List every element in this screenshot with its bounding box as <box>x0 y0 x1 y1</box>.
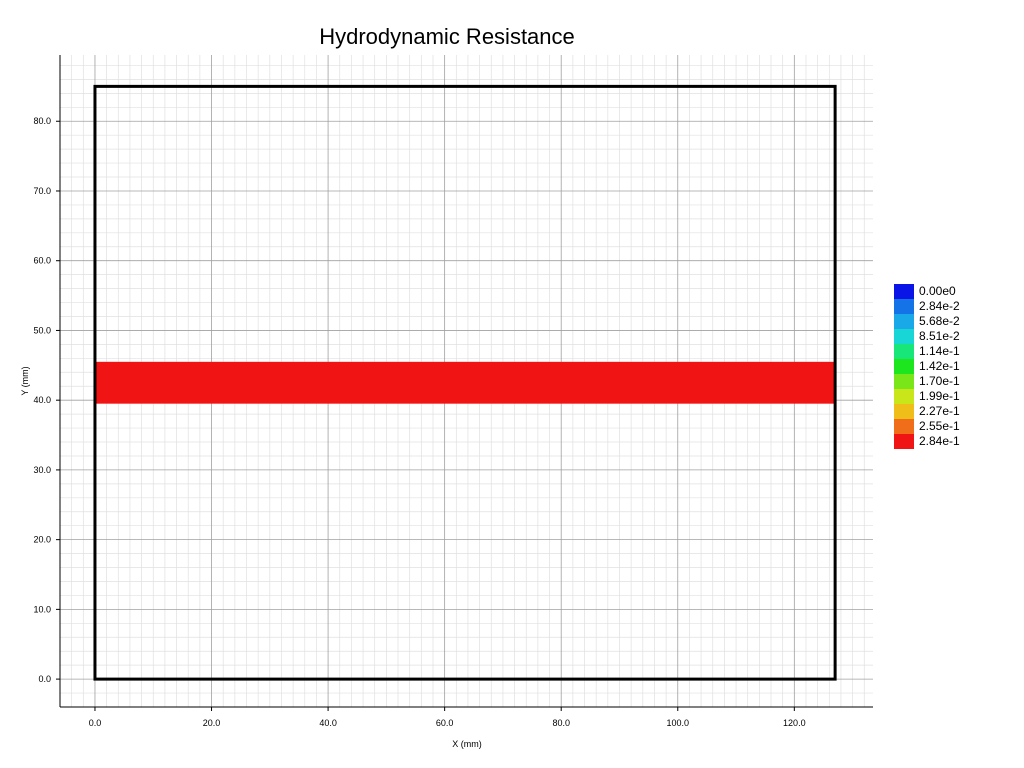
x-axis-label: X (mm) <box>452 739 482 749</box>
y-axis-label: Y (mm) <box>20 366 30 395</box>
x-tick-label: 0.0 <box>89 718 102 728</box>
legend-swatch <box>894 314 914 329</box>
heatmap-regions <box>94 361 836 404</box>
legend-swatch <box>894 299 914 314</box>
x-tick-label: 40.0 <box>319 718 337 728</box>
y-tick-label: 70.0 <box>33 186 51 196</box>
legend-swatch <box>894 434 914 449</box>
legend-label: 1.70e-1 <box>919 374 960 388</box>
chart-title: Hydrodynamic Resistance <box>319 24 575 49</box>
x-tick-label: 120.0 <box>783 718 806 728</box>
heatmap-region <box>94 361 836 404</box>
boundary-outline <box>93 84 837 681</box>
legend-swatch <box>894 374 914 389</box>
legend-label: 2.84e-2 <box>919 299 960 313</box>
legend-label: 0.00e0 <box>919 284 956 298</box>
color-legend: 0.00e02.84e-25.68e-28.51e-21.14e-11.42e-… <box>894 284 960 449</box>
legend-swatch <box>894 389 914 404</box>
x-tick-label: 80.0 <box>552 718 570 728</box>
y-tick-label: 20.0 <box>33 535 51 545</box>
y-tick-label: 30.0 <box>33 465 51 475</box>
legend-swatch <box>894 359 914 374</box>
legend-label: 2.55e-1 <box>919 419 960 433</box>
legend-swatch <box>894 419 914 434</box>
y-tick-label: 80.0 <box>33 116 51 126</box>
y-ticks: 0.0 10.0 20.0 30.0 40.0 50.0 60.0 70.0 80.0 <box>33 116 60 684</box>
x-tick-label: 100.0 <box>666 718 689 728</box>
legend-swatch <box>894 344 914 359</box>
legend-label: 1.99e-1 <box>919 389 960 403</box>
boundary-layer <box>93 84 837 681</box>
legend-label: 5.68e-2 <box>919 314 960 328</box>
y-tick-label: 50.0 <box>33 325 51 335</box>
x-tick-label: 20.0 <box>203 718 221 728</box>
legend-label: 1.14e-1 <box>919 344 960 358</box>
x-tick-label: 60.0 <box>436 718 454 728</box>
y-tick-label: 40.0 <box>33 395 51 405</box>
legend-swatch <box>894 404 914 419</box>
y-tick-label: 0.0 <box>38 674 51 684</box>
legend-swatch <box>894 329 914 344</box>
x-ticks: 0.0 20.0 40.0 60.0 80.0 100.0 120.0 <box>89 707 806 728</box>
legend-label: 1.42e-1 <box>919 359 960 373</box>
y-tick-label: 60.0 <box>33 256 51 266</box>
legend-label: 2.84e-1 <box>919 434 960 448</box>
y-tick-label: 10.0 <box>33 604 51 614</box>
legend-label: 8.51e-2 <box>919 329 960 343</box>
legend-label: 2.27e-1 <box>919 404 960 418</box>
legend-swatch <box>894 284 914 299</box>
